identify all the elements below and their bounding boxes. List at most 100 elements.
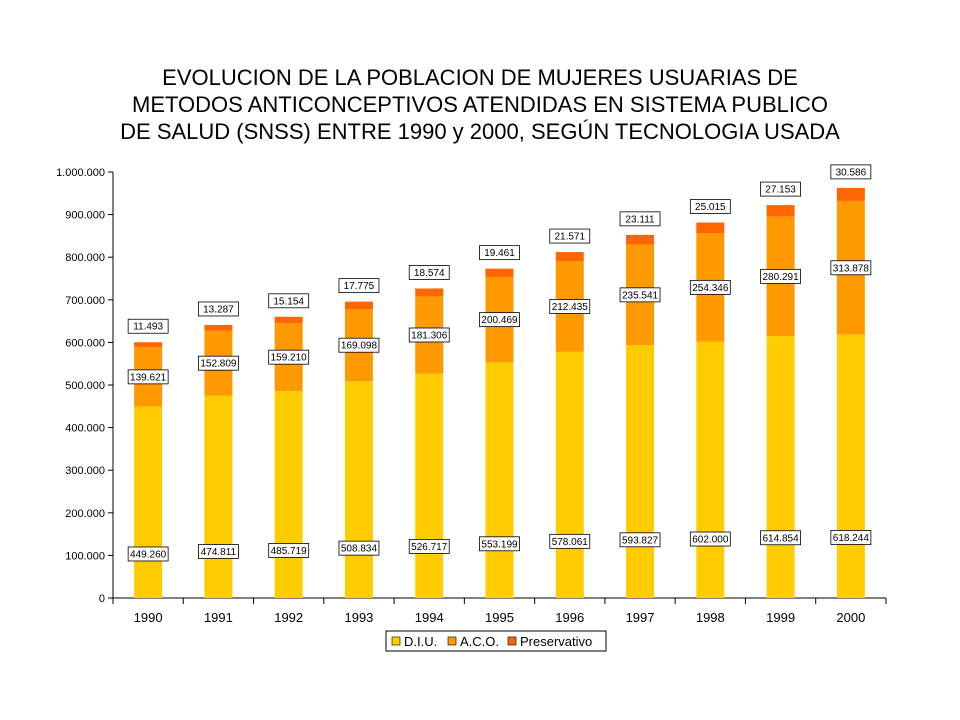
data-label: 614.854 [760,530,801,546]
bar-segment [766,205,795,217]
data-label-text: 618.244 [833,533,870,544]
data-label-text: 181.306 [411,331,448,342]
data-label: 159.210 [268,349,310,365]
bar-segment [134,406,163,598]
data-label: 553.199 [479,536,520,552]
bars [134,187,865,598]
data-label-box [619,211,661,227]
data-label-text: 593.827 [622,535,659,546]
data-label: 254.346 [689,279,731,295]
data-label: 593.827 [619,532,661,548]
data-label: 602.000 [689,531,731,547]
data-label-box [127,318,169,334]
data-label-box [338,540,380,556]
data-label-box [689,279,731,295]
data-label-text: 169.098 [341,341,378,352]
data-label-text: 526.717 [411,542,448,553]
x-tick-label: 1996 [555,610,584,625]
data-label-box [479,245,520,261]
data-label: 25.015 [689,199,731,214]
data-label-box [408,538,450,554]
data-labels: 449.260 139.621 11.493 474.811 152.809 13.287… [127,164,872,562]
data-label-box [549,299,591,314]
bar-segment [344,301,373,310]
bar-segment [134,342,163,348]
data-label: 27.153 [760,181,801,197]
data-label-box [479,312,520,328]
data-label-text: 19.461 [484,248,515,259]
bar-segment [555,351,584,598]
data-label: 235.541 [619,287,661,303]
bar-segment [696,341,725,598]
y-tick-label: 100.000 [65,550,105,562]
bar-segment [344,381,373,598]
data-label-box [830,164,872,180]
legend-swatch [507,636,517,646]
data-label: 30.586 [830,164,872,180]
y-tick-label: 400.000 [65,423,105,435]
y-tick-label: 900.000 [65,210,105,222]
bar-segment [274,391,303,598]
data-label-box [408,265,450,280]
data-label-box [338,337,380,353]
bar-segment [766,336,795,598]
x-tick-label: 1995 [485,610,514,625]
x-tick-label: 1992 [274,610,303,625]
data-label-text: 254.346 [692,283,729,294]
data-label-text: 212.435 [552,302,589,313]
data-label-text: 578.061 [552,537,589,548]
data-label-text: 13.287 [203,304,234,315]
data-label-text: 602.000 [692,535,729,546]
y-tick-label: 600.000 [65,337,105,349]
data-label-text: 614.854 [763,533,800,544]
bar-segment [485,268,514,277]
bar-segment [836,334,865,598]
data-label-box [760,530,801,546]
y-tick-label: 800.000 [65,252,105,264]
chart-title-line-1: EVOLUCION DE LA POBLACION DE MUJERES USU… [162,65,798,90]
data-label-text: 21.571 [554,232,585,243]
legend-swatch [447,636,457,646]
y-tick-label: 700.000 [65,295,105,307]
chart-title-line-3: DE SALUD (SNSS) ENTRE 1990 y 2000, SEGÚN… [120,119,840,144]
x-tick-label: 1998 [696,610,725,625]
bar-segment [836,187,865,201]
data-label-box [198,301,239,317]
data-label: 23.111 [619,211,661,227]
data-label-box [760,181,801,197]
data-label-box [830,260,872,276]
x-tick-label: 2000 [836,610,865,625]
data-label-box [268,349,310,365]
data-label: 485.719 [268,543,310,558]
data-label: 13.287 [198,301,239,317]
data-label-text: 139.621 [130,372,167,383]
bar-segment [274,316,303,324]
data-label: 449.260 [127,546,169,562]
y-tick-label: 500.000 [65,380,105,392]
data-label: 11.493 [127,318,169,334]
data-label: 139.621 [127,369,169,385]
data-label-box [198,355,239,371]
data-label-text: 474.811 [201,547,237,558]
data-label-text: 508.834 [341,544,378,555]
data-label: 152.809 [198,355,239,371]
legend-box [385,630,607,652]
data-label-text: 280.291 [763,272,800,283]
data-label-box [198,544,239,559]
x-tick-label: 1999 [766,610,795,625]
data-label-text: 23.111 [625,214,655,225]
data-label-box [268,543,310,558]
x-tick-label: 1994 [415,610,444,625]
y-axis: 0 100.000 200.000 300.000 400.000 500.000 600.… [56,167,114,605]
bar-segment [626,234,655,245]
data-label-box [619,532,661,548]
bar-segment [204,395,233,598]
data-label-text: 152.809 [200,359,237,370]
y-tick-label: 200.000 [65,508,105,520]
data-label-text: 15.154 [273,296,304,307]
data-label-box [127,546,169,562]
bar-segment [626,345,655,598]
data-label-text: 235.541 [622,290,659,301]
data-label: 212.435 [549,299,591,314]
legend-label: D.I.U. [404,634,437,649]
